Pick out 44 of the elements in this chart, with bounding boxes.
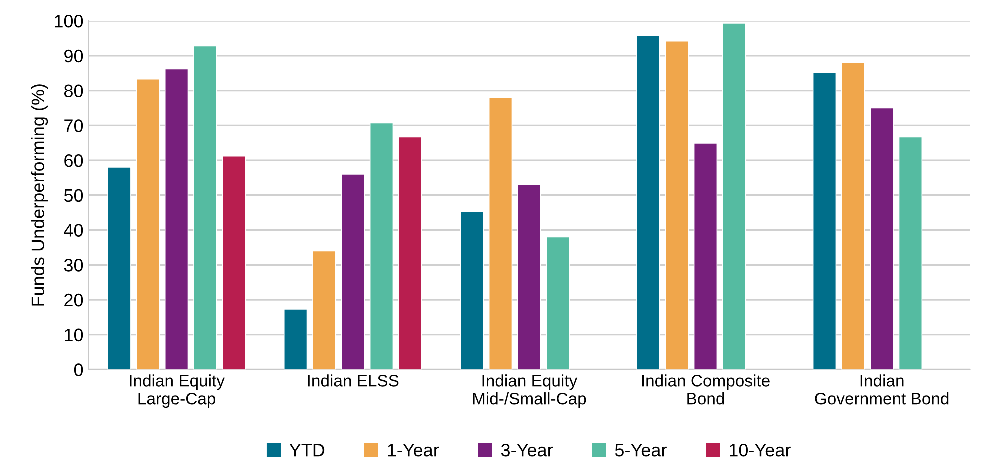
x-tick-label: Indian Government Bond: [815, 374, 949, 405]
bar: [842, 62, 866, 370]
bar: [222, 156, 246, 370]
bar: [812, 72, 837, 370]
bar: [518, 184, 542, 370]
x-tick-label: Indian Equity Large-Cap: [130, 374, 225, 408]
bar: [398, 136, 422, 370]
y-tick-label: 60: [64, 154, 84, 168]
x-tick-label: Indian Equity Mid-/Small-Cap: [473, 374, 586, 408]
bar: [460, 212, 484, 370]
y-axis-title: Funds Underperforming (%): [31, 84, 48, 306]
bar: [164, 68, 189, 370]
bar: [694, 143, 718, 370]
legend-label: 10-Year: [730, 444, 791, 457]
bar: [870, 108, 894, 370]
y-tick-label: 80: [64, 84, 84, 98]
legend-label: YTD: [290, 444, 325, 457]
y-tick-label: 10: [65, 328, 84, 342]
bar: [341, 174, 366, 370]
bar: [194, 46, 218, 370]
y-tick-label: 50: [64, 189, 84, 202]
x-tick-label: Indian ELSS: [308, 374, 399, 387]
y-tick-label: 0: [74, 364, 84, 376]
bar: [722, 23, 746, 370]
bar: [665, 40, 689, 370]
legend-label: 5-Year: [615, 444, 667, 457]
y-tick-label: 70: [64, 120, 84, 132]
bar: [136, 78, 160, 370]
y-tick-label: 20: [64, 294, 84, 307]
legend-label: 1-Year: [388, 444, 440, 457]
y-tick-label: 90: [64, 50, 84, 63]
bar: [312, 250, 336, 370]
x-tick-label: Indian Composite Bond: [642, 374, 770, 405]
bar: [898, 136, 923, 370]
y-tick-label: 30: [64, 259, 84, 272]
bar: [488, 98, 513, 370]
bar: [546, 236, 570, 370]
bar: [108, 167, 132, 370]
bar: [636, 36, 660, 370]
bar: [370, 122, 394, 370]
y-tick-label: 40: [64, 224, 84, 237]
y-tick-label: 100: [55, 14, 84, 28]
bar: [284, 308, 308, 370]
legend-label: 3-Year: [501, 444, 554, 457]
